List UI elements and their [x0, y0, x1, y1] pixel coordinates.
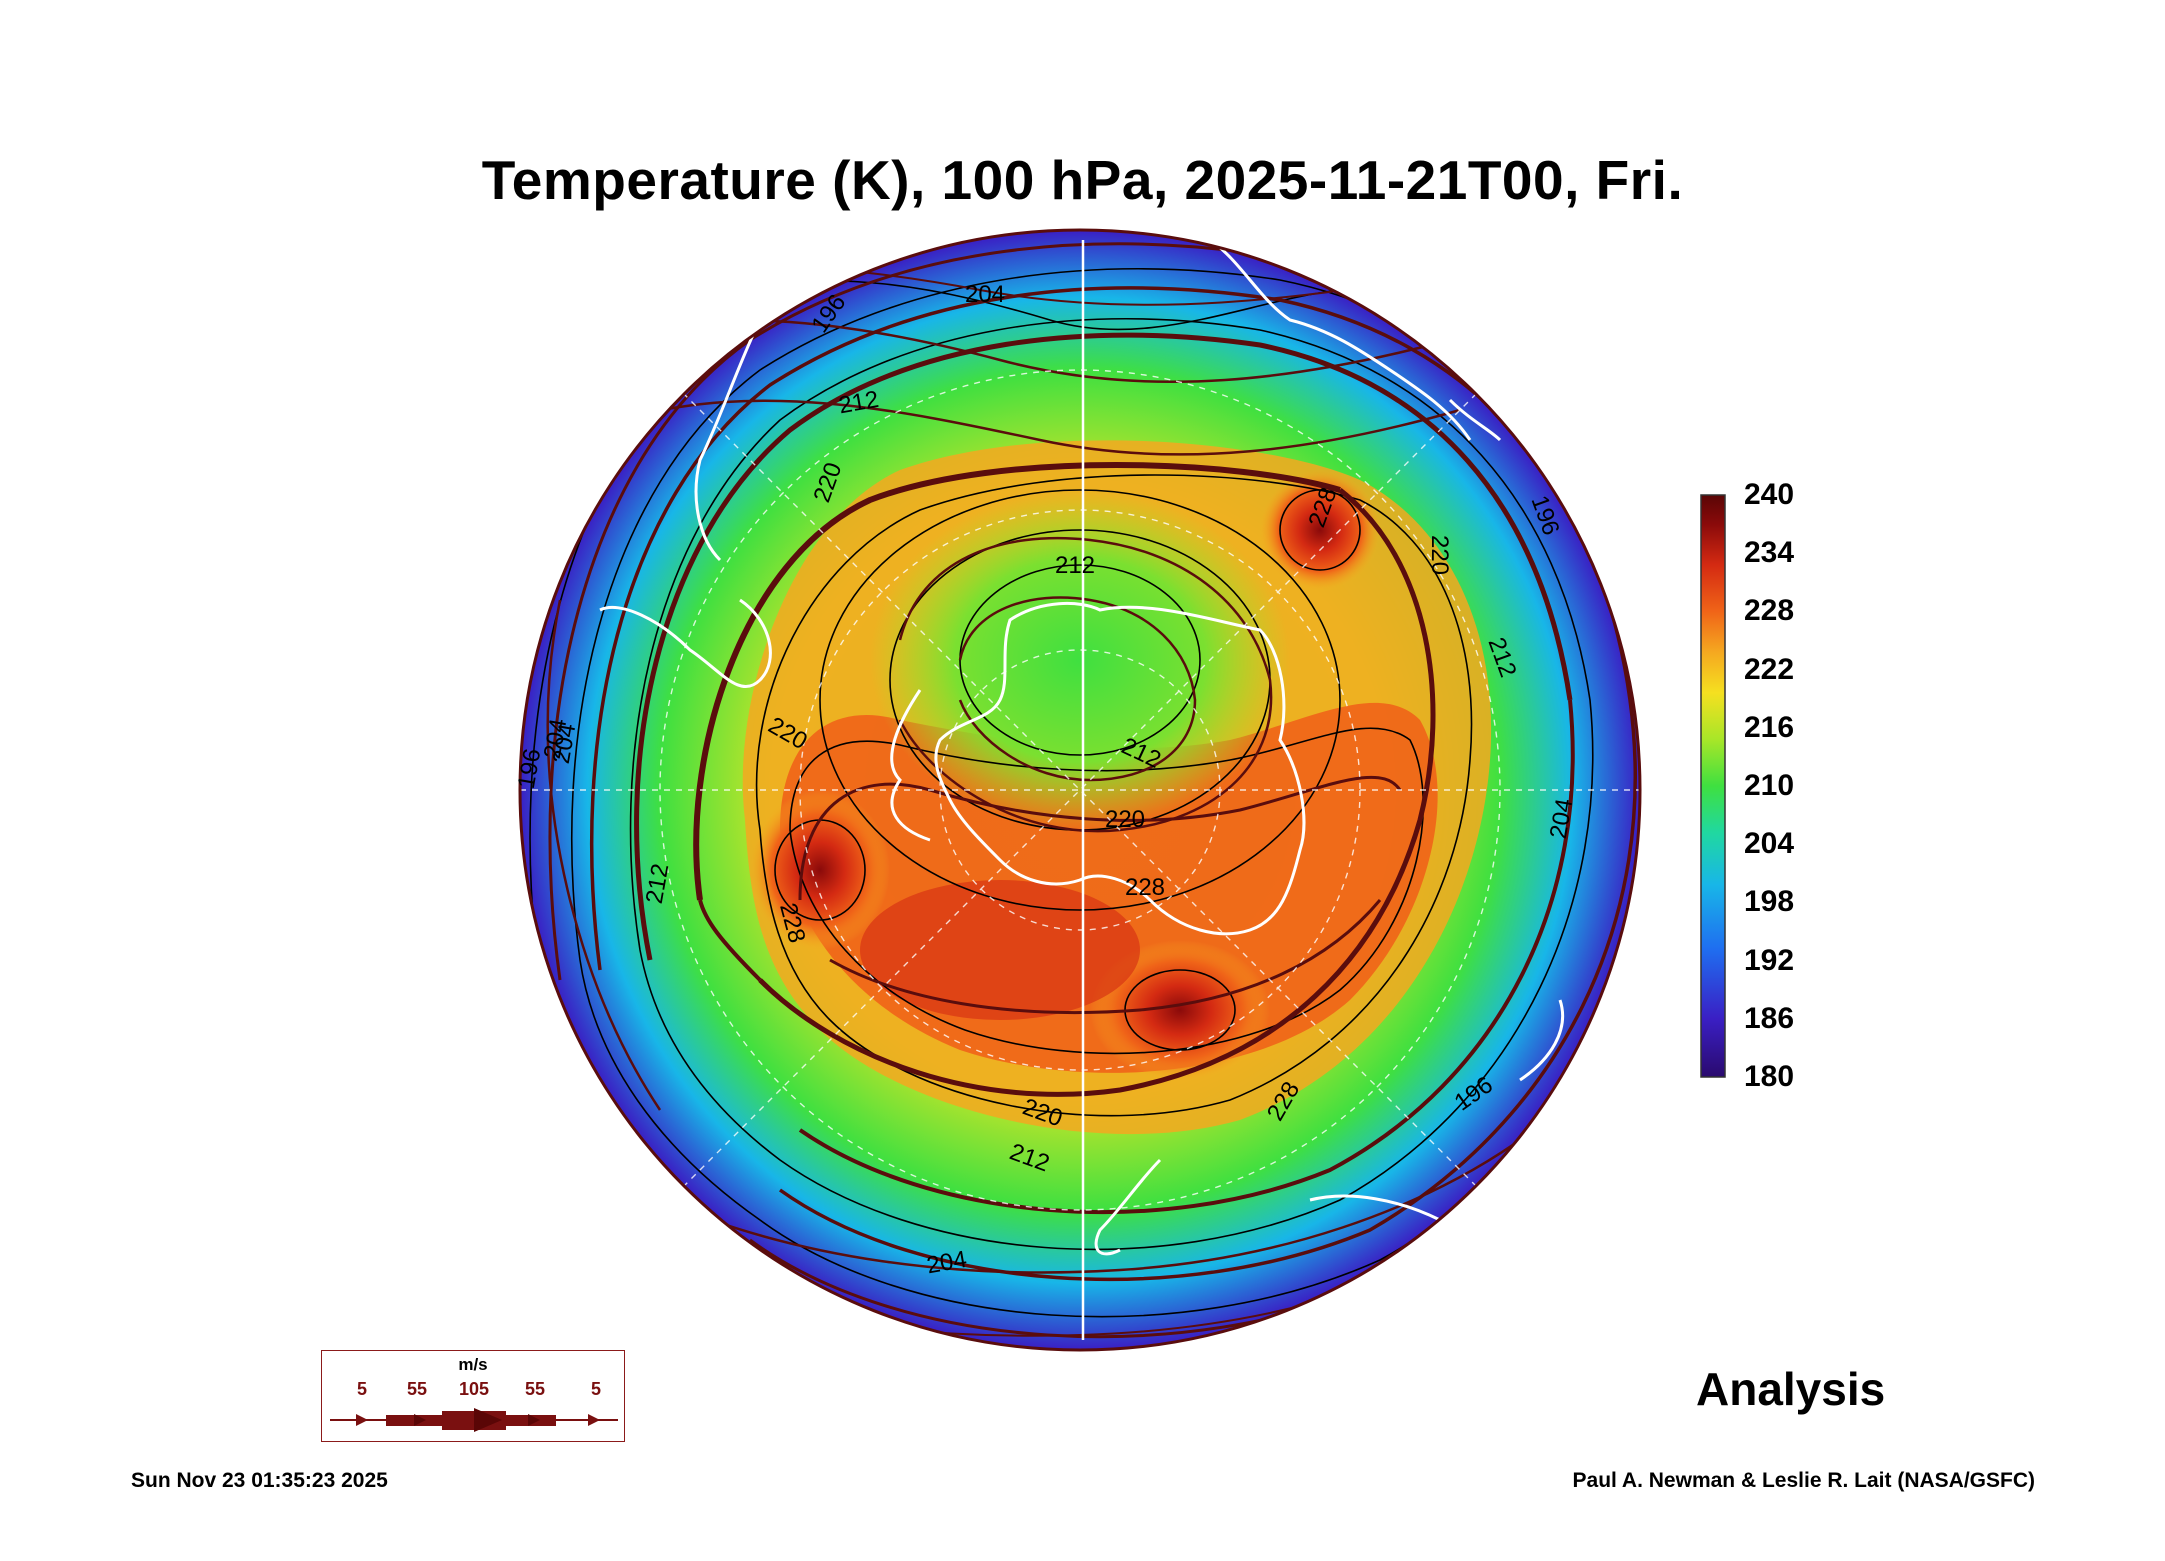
wind-key-speed: 55: [524, 1379, 546, 1399]
colorbar-tick-label: 186: [1744, 1001, 1795, 1035]
colorbar-tick-label: 228: [1744, 594, 1795, 628]
credit: Paul A. Newman & Leslie R. Lait (NASA/GS…: [1572, 1469, 2035, 1492]
wind-key-speed: 5: [356, 1379, 368, 1399]
wind-key-speed: 105: [458, 1379, 490, 1399]
contour-label: 228: [1125, 874, 1165, 901]
contour-label: 212: [1055, 552, 1095, 579]
map-border: [518, 228, 1642, 1352]
contour-label: 220: [1105, 806, 1145, 833]
contour-label: 204: [965, 281, 1005, 308]
colorbar-tick-label: 180: [1744, 1060, 1795, 1093]
graticule: [520, 369, 1640, 1211]
colorbar-tick-label: 222: [1744, 652, 1795, 686]
colorbar-tick-label: 234: [1744, 536, 1795, 570]
timestamp: Sun Nov 23 01:35:23 2025: [131, 1469, 388, 1492]
colorbar-tick-label: 240: [1744, 478, 1795, 511]
colorbar-tick-label: 192: [1744, 943, 1795, 977]
chart-title: Temperature (K), 100 hPa, 2025-11-21T00,…: [481, 149, 1684, 211]
wind-key-speed: 5: [590, 1379, 602, 1399]
colorbar-tick-label: 216: [1744, 710, 1795, 744]
wind-streamlines: [520, 242, 1640, 1339]
temperature-field: [520, 230, 1640, 1350]
analysis-label: Analysis: [1696, 1363, 1886, 1415]
wind-key-speed: 55: [406, 1379, 428, 1399]
wind-key-unit: m/s: [458, 1355, 488, 1374]
colorbar-tick-label: 204: [1744, 827, 1795, 861]
contour-label: 220: [1426, 535, 1453, 575]
wind-key-arrow: [330, 1408, 618, 1432]
colorbar-tick-label: 198: [1744, 885, 1795, 919]
colorbar-tick-label: 210: [1744, 769, 1795, 802]
wind-speed-key: m/s 5 55 105 55 5: [321, 1350, 625, 1442]
colorbar: [1700, 494, 1726, 1078]
